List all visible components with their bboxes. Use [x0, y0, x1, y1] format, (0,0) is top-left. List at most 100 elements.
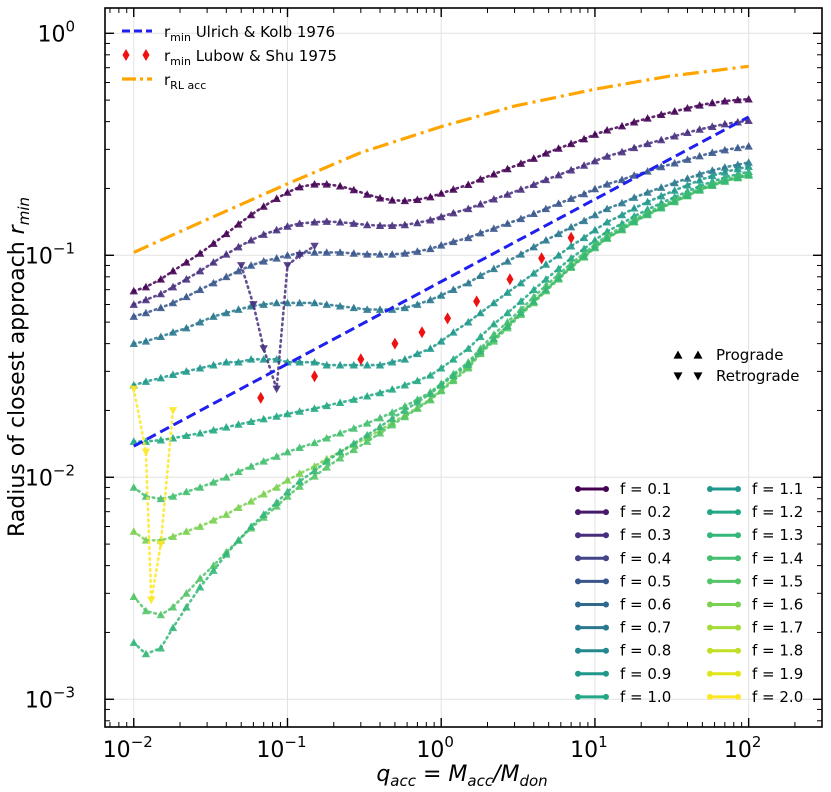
prograde-marker	[283, 222, 292, 230]
prograde-marker	[295, 357, 304, 366]
prograde-marker	[413, 218, 422, 227]
legend-f-dot	[707, 670, 713, 677]
prograde-marker	[400, 303, 410, 312]
prograde-marker	[234, 357, 243, 366]
prograde-marker	[657, 135, 666, 144]
prograde-marker	[720, 163, 730, 171]
prograde-marker	[516, 214, 526, 223]
prograde-marker	[449, 371, 458, 379]
retrograde-legend-marker	[673, 372, 683, 381]
prograde-marker	[720, 167, 730, 176]
lubow-shu-point	[391, 337, 399, 350]
prograde-marker	[349, 439, 358, 447]
prograde-marker	[375, 305, 385, 313]
rl-acc-curve	[133, 64, 749, 254]
lubow-shu-point	[473, 295, 481, 308]
prograde-marker	[566, 222, 576, 231]
prograde-marker	[400, 196, 410, 205]
prograde-marker	[246, 210, 256, 219]
legend-f-entry-16: f = 1.7	[707, 619, 803, 637]
prograde-marker	[602, 152, 612, 160]
prograde-marker	[246, 417, 256, 426]
prograde-marker	[234, 220, 243, 228]
prograde-marker	[489, 298, 499, 307]
legend-marker-label: Retrograde	[716, 367, 800, 385]
prograde-marker	[322, 433, 331, 442]
prograde-marker	[234, 467, 243, 476]
prograde-marker	[695, 175, 704, 184]
prograde-marker	[222, 229, 231, 238]
prograde-marker	[413, 300, 422, 308]
prograde-marker	[464, 317, 473, 326]
prograde-marker	[283, 251, 292, 259]
prograde-marker	[272, 225, 281, 234]
prograde-marker	[720, 96, 730, 105]
prograde-marker	[362, 250, 372, 258]
legend-f-dot	[707, 486, 713, 492]
prograde-marker	[744, 162, 753, 170]
prograde-marker	[426, 215, 435, 224]
prograde-marker	[195, 317, 205, 326]
prograde-marker	[141, 295, 151, 304]
legend-f-dot	[603, 670, 609, 677]
prograde-marker	[222, 308, 231, 317]
legend-entry-2: rRL acc	[122, 71, 206, 92]
prograde-marker	[375, 360, 385, 369]
retrograde-marker	[156, 540, 166, 549]
legend-f-dot	[707, 532, 713, 539]
retro-series	[129, 385, 178, 605]
prograde-marker	[283, 487, 292, 496]
prograde-marker	[657, 162, 666, 171]
prograde-marker	[222, 357, 231, 366]
prograde-marker	[744, 94, 753, 103]
prograde-marker	[683, 128, 692, 136]
prograde-marker	[388, 357, 397, 366]
prograde-marker	[516, 297, 526, 305]
legend-f-entry-2: f = 0.3	[575, 526, 671, 544]
prograde-marker	[503, 257, 512, 265]
prograde-marker	[375, 193, 385, 202]
prograde-marker	[246, 522, 256, 530]
legend-f-dot	[735, 486, 741, 492]
prograde-marker	[388, 221, 397, 230]
legend-f-label: f = 0.9	[620, 665, 671, 683]
prograde-marker	[168, 266, 178, 275]
legend-f-dot	[603, 624, 609, 631]
prograde-marker	[246, 261, 256, 269]
prograde-marker	[566, 262, 576, 270]
prograde-marker	[222, 272, 231, 281]
y-tick-label: 10−1	[25, 239, 75, 269]
prograde-marker	[129, 339, 138, 347]
prograde-marker	[141, 308, 151, 317]
prograde-marker	[602, 180, 612, 188]
x-axis-title: qacc = Macc/Mdon	[376, 762, 547, 790]
prograde-legend-marker	[693, 350, 703, 359]
legend-f-label: f = 1.9	[752, 665, 803, 683]
prograde-marker	[362, 419, 372, 427]
prograde-marker	[579, 233, 589, 242]
prograde-marker	[503, 190, 512, 198]
prograde-marker	[375, 388, 385, 397]
legend-swatch-diamond	[122, 49, 130, 61]
prograde-marker	[503, 288, 512, 296]
prograde-marker	[209, 478, 218, 486]
prograde-marker	[234, 503, 243, 511]
prograde-marker	[566, 165, 576, 174]
prograde-marker	[426, 395, 435, 404]
prograde-marker	[156, 610, 166, 619]
legend-f-entry-12: f = 1.3	[707, 526, 803, 544]
prograde-marker	[708, 98, 717, 107]
prograde-marker	[209, 516, 218, 524]
prograde-marker	[156, 275, 166, 283]
prograde-marker	[464, 204, 473, 213]
legend-f-dot	[735, 532, 741, 539]
legend-f-dot	[735, 647, 741, 654]
prograde-marker	[295, 407, 304, 415]
prograde-marker	[195, 266, 205, 275]
prograde-marker	[744, 142, 753, 150]
prograde-marker	[259, 457, 268, 465]
prograde-marker	[464, 278, 473, 287]
prograde-marker	[349, 185, 358, 194]
legend-f-label: f = 0.1	[620, 480, 671, 498]
prograde-marker	[476, 271, 485, 279]
